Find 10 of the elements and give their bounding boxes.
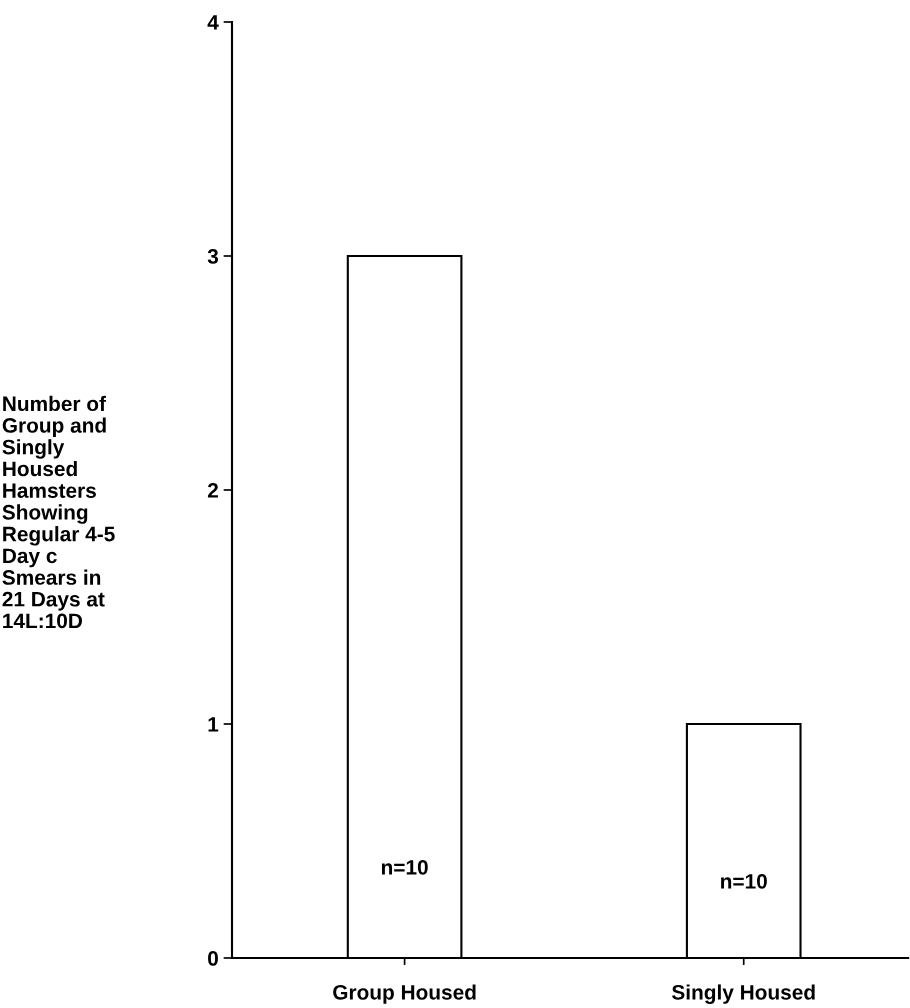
annotation: n=10: [381, 859, 428, 875]
x-tick-label: Group Housed: [333, 984, 476, 1004]
y-tick-label: 1: [208, 717, 219, 732]
y-tick-label: 4: [207, 15, 219, 30]
y-tick-label: 2: [207, 483, 218, 498]
annotation: n=10: [721, 873, 767, 889]
x-tick-label: Singly Housed: [671, 984, 815, 1004]
y-tick-label: 0: [208, 951, 218, 966]
y-tick-label: 3: [207, 249, 219, 264]
text: Number of Group and Singly Housed Hamsters Showing Regular 4-5 Day c Smears in 21 Days at 14L:10D: [2, 395, 115, 629]
